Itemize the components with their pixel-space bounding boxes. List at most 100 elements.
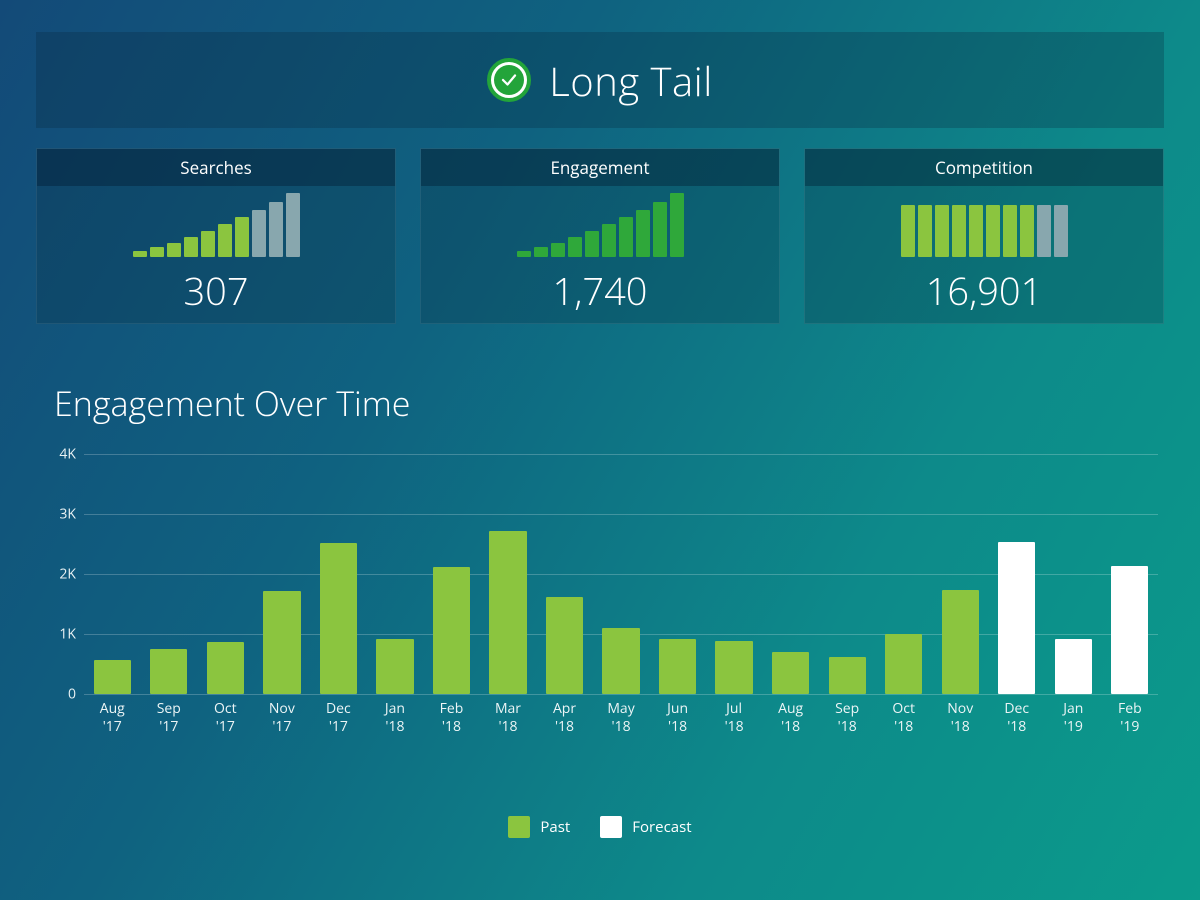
past-bar — [772, 652, 809, 694]
chart-column: Jan'18 — [367, 454, 424, 694]
x-axis-label: Dec'17 — [310, 700, 367, 735]
x-axis-label: Jun'18 — [649, 700, 706, 735]
sparkline-bar — [986, 205, 1000, 257]
card-competition: Competition 16,901 — [804, 148, 1164, 324]
sparkline-bar — [653, 202, 667, 257]
past-bar — [942, 590, 979, 694]
y-axis-label: 4K — [42, 445, 76, 464]
sparkline-bar — [1037, 205, 1051, 257]
x-axis-label: Aug'18 — [762, 700, 819, 735]
sparkline-bar — [252, 210, 266, 257]
sparkline-bar — [150, 247, 164, 257]
chart-column: Mar'18 — [480, 454, 537, 694]
card-engagement: Engagement 1,740 — [420, 148, 780, 324]
card-engagement-title: Engagement — [421, 149, 779, 186]
sparkline-bar — [184, 237, 198, 257]
legend-forecast-swatch — [600, 816, 622, 838]
x-axis-label: Oct'18 — [875, 700, 932, 735]
chart-column: Jul'18 — [706, 454, 763, 694]
x-axis-label: Apr'18 — [536, 700, 593, 735]
check-icon — [487, 58, 531, 102]
chart-column: Jun'18 — [649, 454, 706, 694]
sparkline-bar — [1003, 205, 1017, 257]
legend-forecast: Forecast — [600, 816, 691, 838]
sparkline-bar — [935, 205, 949, 257]
sparkline-bar — [568, 237, 582, 257]
x-axis-label: Sep'17 — [141, 700, 198, 735]
chart-column: Sep'18 — [819, 454, 876, 694]
forecast-bar — [1111, 566, 1148, 694]
past-bar — [320, 543, 357, 694]
chart-column: Feb'19 — [1102, 454, 1159, 694]
sparkline-bar — [286, 193, 300, 257]
x-axis-label: Nov'17 — [254, 700, 311, 735]
legend-past-swatch — [508, 816, 530, 838]
past-bar — [207, 642, 244, 694]
past-bar — [94, 660, 131, 694]
past-bar — [433, 567, 470, 694]
engagement-chart-title: Engagement Over Time — [54, 380, 1158, 426]
chart-column: Dec'17 — [310, 454, 367, 694]
past-bar — [715, 641, 752, 694]
engagement-chart: Engagement Over Time 01K2K3K4KAug'17Sep'… — [36, 380, 1164, 838]
chart-column: Nov'18 — [932, 454, 989, 694]
sparkline-bar — [167, 243, 181, 257]
sparkline-bar — [551, 243, 565, 257]
card-engagement-value: 1,740 — [553, 265, 648, 317]
past-bar — [885, 634, 922, 694]
sparkline-bar — [602, 224, 616, 257]
sparkline-bar — [1054, 205, 1068, 257]
past-bar — [602, 628, 639, 694]
x-axis-label: Aug'17 — [84, 700, 141, 735]
chart-column: Jan'19 — [1045, 454, 1102, 694]
sparkline-bar — [901, 205, 915, 257]
chart-column: Sep'17 — [141, 454, 198, 694]
chart-column: Aug'18 — [762, 454, 819, 694]
sparkline-bar — [952, 205, 966, 257]
chart-column: Aug'17 — [84, 454, 141, 694]
metric-cards: Searches 307 Engagement 1,740 Competitio… — [36, 148, 1164, 324]
past-bar — [546, 597, 583, 694]
card-competition-sparkline — [901, 193, 1068, 257]
chart-column: Oct'17 — [197, 454, 254, 694]
page-title: Long Tail — [549, 53, 713, 108]
x-axis-label: Feb'18 — [423, 700, 480, 735]
sparkline-bar — [534, 247, 548, 257]
x-axis-label: Jan'19 — [1045, 700, 1102, 735]
legend-past: Past — [508, 816, 570, 838]
chart-legend: Past Forecast — [42, 816, 1158, 838]
chart-column: Feb'18 — [423, 454, 480, 694]
forecast-bar — [998, 542, 1035, 694]
chart-column: Dec'18 — [989, 454, 1046, 694]
past-bar — [263, 591, 300, 694]
x-axis-label: Sep'18 — [819, 700, 876, 735]
y-axis-label: 1K — [42, 625, 76, 644]
legend-forecast-label: Forecast — [632, 817, 691, 837]
x-axis-label: Jul'18 — [706, 700, 763, 735]
card-searches-value: 307 — [183, 265, 248, 317]
gridline — [84, 694, 1158, 695]
chart-column: Apr'18 — [536, 454, 593, 694]
past-bar — [489, 531, 526, 694]
chart-column: May'18 — [593, 454, 650, 694]
chart-plot: 01K2K3K4KAug'17Sep'17Oct'17Nov'17Dec'17J… — [84, 454, 1158, 694]
card-searches-sparkline — [133, 193, 300, 257]
sparkline-bar — [218, 224, 232, 257]
sparkline-bar — [636, 210, 650, 257]
x-axis-label: Jan'18 — [367, 700, 424, 735]
sparkline-bar — [918, 205, 932, 257]
card-competition-title: Competition — [805, 149, 1163, 186]
past-bar — [150, 649, 187, 694]
past-bar — [376, 639, 413, 694]
header-bar: Long Tail — [36, 32, 1164, 128]
sparkline-bar — [585, 231, 599, 257]
card-competition-value: 16,901 — [926, 265, 1043, 317]
legend-past-label: Past — [540, 817, 570, 837]
sparkline-bar — [235, 217, 249, 257]
sparkline-bar — [517, 251, 531, 257]
sparkline-bar — [670, 193, 684, 257]
sparkline-bar — [969, 205, 983, 257]
past-bar — [659, 639, 696, 694]
card-engagement-sparkline — [517, 193, 684, 257]
sparkline-bar — [201, 231, 215, 257]
